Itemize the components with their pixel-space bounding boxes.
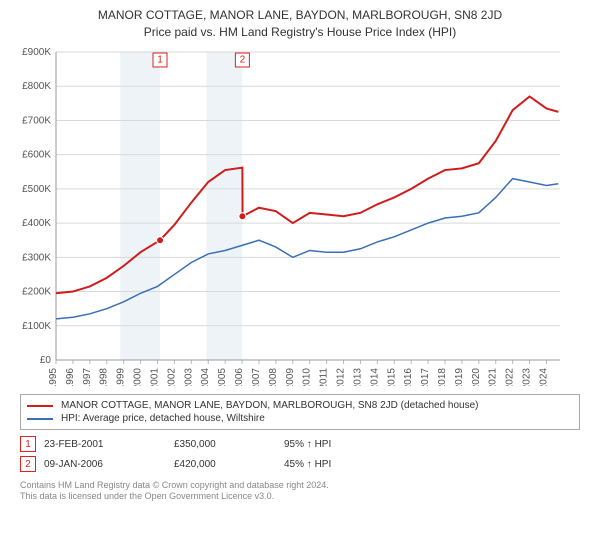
svg-text:£700K: £700K xyxy=(22,115,51,126)
title-line-2: Price paid vs. HM Land Registry's House … xyxy=(10,25,590,40)
price-chart: £0 £100K £200K £300K £400K £500K £600K £700K £80… xyxy=(10,46,590,386)
svg-text:2016: 2016 xyxy=(403,368,414,386)
legend-swatch xyxy=(27,418,53,420)
svg-text:2015: 2015 xyxy=(386,368,397,386)
svg-text:2007: 2007 xyxy=(251,368,262,386)
sale-date: 09-JAN-2006 xyxy=(44,459,174,470)
svg-text:2014: 2014 xyxy=(369,368,380,386)
sale-marker-icon: 1 xyxy=(20,436,36,452)
svg-text:2005: 2005 xyxy=(217,368,228,386)
legend-item: MANOR COTTAGE, MANOR LANE, BAYDON, MARLB… xyxy=(27,399,573,412)
legend-label: MANOR COTTAGE, MANOR LANE, BAYDON, MARLB… xyxy=(61,400,479,411)
svg-text:£300K: £300K xyxy=(22,252,51,263)
svg-text:1997: 1997 xyxy=(82,368,93,386)
svg-text:£900K: £900K xyxy=(22,47,51,58)
svg-text:2023: 2023 xyxy=(522,368,533,386)
legend-item: HPI: Average price, detached house, Wilt… xyxy=(27,412,573,425)
svg-text:2000: 2000 xyxy=(133,368,144,386)
legend-swatch xyxy=(27,405,53,407)
chart-svg: £0 £100K £200K £300K £400K £500K £600K £700K £80… xyxy=(10,46,570,386)
svg-text:£200K: £200K xyxy=(22,287,51,298)
sale-delta: 45% ↑ HPI xyxy=(284,459,580,470)
sale-price: £350,000 xyxy=(174,439,284,450)
svg-text:1: 1 xyxy=(157,55,163,66)
chart-titles: MANOR COTTAGE, MANOR LANE, BAYDON, MARLB… xyxy=(10,8,590,40)
svg-text:£100K: £100K xyxy=(22,321,51,332)
footer: Contains HM Land Registry data © Crown c… xyxy=(20,480,580,503)
legend-label: HPI: Average price, detached house, Wilt… xyxy=(61,413,265,424)
svg-text:2020: 2020 xyxy=(471,368,482,386)
svg-text:1996: 1996 xyxy=(65,368,76,386)
svg-text:£500K: £500K xyxy=(22,184,51,195)
footer-line: Contains HM Land Registry data © Crown c… xyxy=(20,480,580,491)
svg-text:2001: 2001 xyxy=(149,368,160,386)
svg-text:2019: 2019 xyxy=(454,368,465,386)
svg-text:£800K: £800K xyxy=(22,81,51,92)
svg-text:2008: 2008 xyxy=(268,368,279,386)
svg-text:2003: 2003 xyxy=(183,368,194,386)
svg-text:2011: 2011 xyxy=(319,368,330,386)
svg-text:2002: 2002 xyxy=(166,368,177,386)
svg-text:2024: 2024 xyxy=(538,368,549,386)
svg-text:2004: 2004 xyxy=(200,368,211,386)
svg-text:2022: 2022 xyxy=(505,368,516,386)
svg-text:2012: 2012 xyxy=(336,368,347,386)
svg-text:1995: 1995 xyxy=(48,368,59,386)
svg-text:2017: 2017 xyxy=(420,368,431,386)
svg-text:2018: 2018 xyxy=(437,368,448,386)
footer-line: This data is licensed under the Open Gov… xyxy=(20,491,580,502)
svg-text:2010: 2010 xyxy=(302,368,313,386)
svg-text:2013: 2013 xyxy=(352,368,363,386)
legend: MANOR COTTAGE, MANOR LANE, BAYDON, MARLB… xyxy=(20,394,580,430)
sale-marker-icon: 2 xyxy=(20,456,36,472)
sale-date: 23-FEB-2001 xyxy=(44,439,174,450)
svg-text:2021: 2021 xyxy=(488,368,499,386)
sale-row: 1 23-FEB-2001 £350,000 95% ↑ HPI xyxy=(20,434,580,454)
sale-row: 2 09-JAN-2006 £420,000 45% ↑ HPI xyxy=(20,454,580,474)
sale-price: £420,000 xyxy=(174,459,284,470)
sale-delta: 95% ↑ HPI xyxy=(284,439,580,450)
svg-text:£400K: £400K xyxy=(22,218,51,229)
svg-text:1998: 1998 xyxy=(99,368,110,386)
title-line-1: MANOR COTTAGE, MANOR LANE, BAYDON, MARLB… xyxy=(10,8,590,23)
svg-text:2: 2 xyxy=(240,55,246,66)
svg-text:2009: 2009 xyxy=(285,368,296,386)
svg-text:1999: 1999 xyxy=(116,368,127,386)
sales-table: 1 23-FEB-2001 £350,000 95% ↑ HPI 2 09-JA… xyxy=(20,434,580,474)
svg-text:2006: 2006 xyxy=(234,368,245,386)
svg-text:£600K: £600K xyxy=(22,150,51,161)
svg-text:£0: £0 xyxy=(40,355,52,366)
